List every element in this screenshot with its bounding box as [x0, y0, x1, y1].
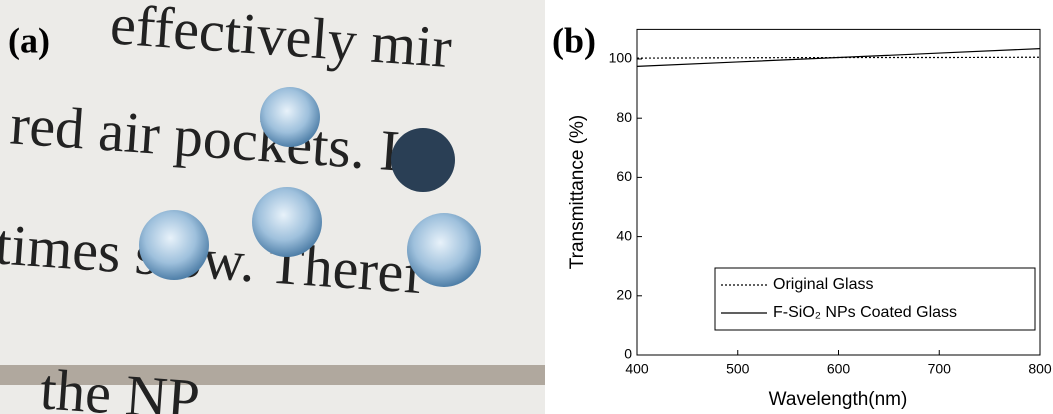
legend-label: F-SiO₂ NPs Coated Glass: [773, 304, 957, 321]
y-tick-label: 80: [616, 109, 632, 125]
y-tick-label: 0: [624, 346, 632, 362]
x-axis-title: Wavelength(nm): [769, 389, 908, 410]
panel-label: (a): [8, 20, 50, 60]
photo-text: the NP: [38, 356, 202, 414]
y-tick-label: 40: [616, 227, 632, 243]
photo: effectively mir red air pockets. In time…: [0, 0, 545, 414]
x-tick-label: 700: [928, 361, 952, 377]
x-tick-label: 800: [1028, 361, 1052, 377]
x-tick-label: 400: [625, 361, 649, 377]
droplet: [139, 210, 209, 280]
y-tick-label: 60: [616, 168, 632, 184]
y-tick-label: 20: [616, 287, 632, 303]
droplet: [260, 87, 320, 147]
droplet: [391, 128, 455, 192]
droplet: [252, 187, 322, 257]
legend-label: Original Glass: [773, 276, 873, 293]
droplet: [407, 213, 481, 287]
y-tick-label: 100: [609, 50, 633, 66]
x-tick-label: 600: [827, 361, 851, 377]
panel-label: (b): [552, 20, 596, 60]
figure: effectively mir red air pockets. In time…: [0, 0, 1053, 414]
x-tick-label: 500: [726, 361, 750, 377]
y-axis-title: Transmittance (%): [567, 115, 588, 270]
